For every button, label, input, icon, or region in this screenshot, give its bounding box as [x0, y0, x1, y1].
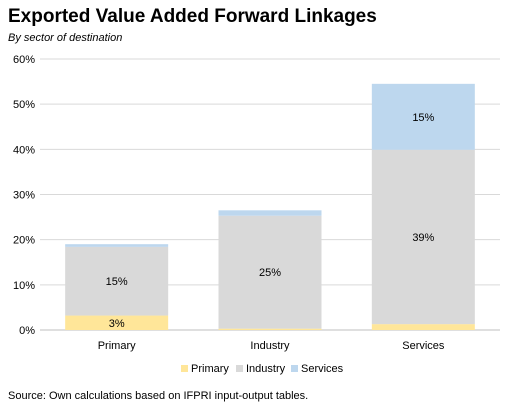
y-tick-label: 60% — [13, 54, 35, 66]
data-label: 15% — [106, 276, 128, 288]
legend-label-industry: Industry — [246, 363, 286, 375]
x-category-label: Primary — [98, 340, 136, 352]
y-tick-label: 0% — [19, 325, 35, 337]
chart-title: Exported Value Added Forward Linkages — [8, 6, 377, 27]
bar-segment-primary-industry — [218, 328, 322, 330]
bar-segment-services-industry — [218, 210, 322, 216]
bar-segment-industry-industry — [218, 215, 322, 329]
data-label: 3% — [109, 318, 125, 330]
bars — [65, 83, 475, 330]
legend-swatch-primary — [181, 365, 188, 372]
data-label: 39% — [412, 232, 434, 244]
chart-subtitle: By sector of destination — [8, 32, 123, 44]
y-tick-label: 30% — [13, 190, 35, 202]
bar-segment-services-primary — [65, 244, 169, 247]
source-note: Source: Own calculations based on IFPRI … — [8, 390, 309, 402]
y-tick-label: 10% — [13, 280, 35, 292]
data-labels: 3% 15% 25% 39% 15% — [106, 112, 435, 330]
bar-segment-services-services — [371, 83, 475, 150]
legend-swatch-services — [291, 365, 298, 372]
legend-swatch-industry — [236, 365, 243, 372]
x-category-label: Industry — [250, 340, 290, 352]
x-category-label: Services — [402, 340, 445, 352]
data-label: 15% — [412, 112, 434, 124]
x-axis-categories: Primary Industry Services — [98, 340, 445, 352]
bar-segment-primary-primary — [65, 315, 169, 330]
y-axis-ticks: 0% 10% 20% 30% 40% 50% 60% — [13, 54, 35, 337]
bar-segment-primary-services — [371, 324, 475, 330]
legend: Primary Industry Services — [181, 363, 344, 375]
data-label: 25% — [259, 267, 281, 279]
legend-label-primary: Primary — [191, 363, 229, 375]
y-tick-label: 50% — [13, 99, 35, 111]
bar-segment-industry-primary — [65, 246, 169, 316]
legend-label-services: Services — [301, 363, 344, 375]
bar-segment-industry-services — [371, 149, 475, 325]
y-tick-label: 40% — [13, 144, 35, 156]
y-tick-label: 20% — [13, 235, 35, 247]
